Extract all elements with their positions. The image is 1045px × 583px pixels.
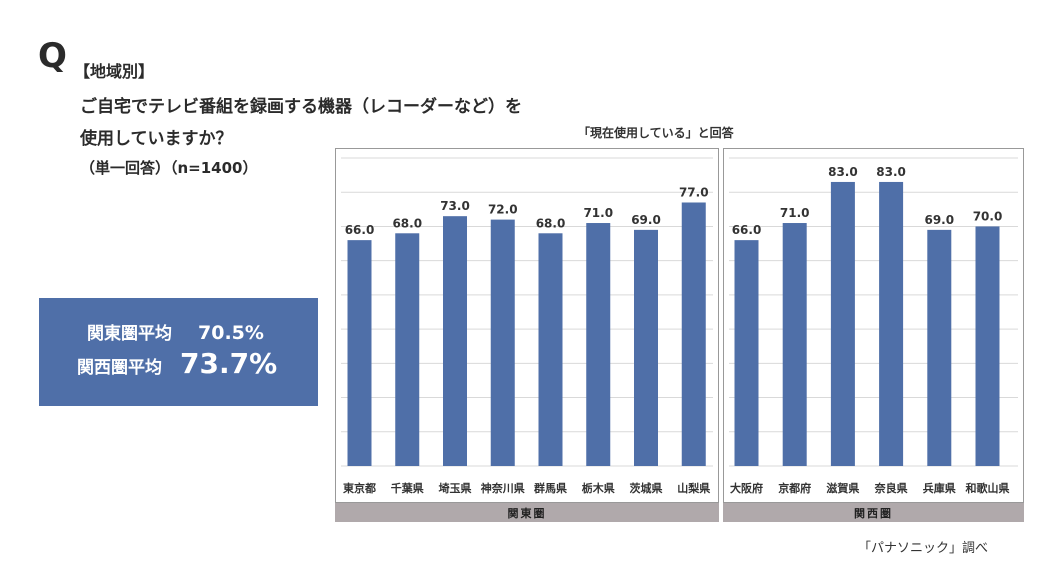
kansai-category-label: 和歌山県 [966,481,1010,495]
kanto-bar [490,219,515,466]
kansai-category-label: 京都府 [778,481,811,495]
kanto-group-band [335,503,719,522]
question-sample-note: （単一回答）（n=1400） [80,159,258,177]
kanto-group-label: 関東圏 [508,506,547,520]
kanto-category-label: 東京都 [343,481,376,495]
kansai-bar [734,240,759,466]
kanto-bar [538,233,563,466]
kanto-category-label: 埼玉県 [439,481,472,495]
kanto-category-label: 山梨県 [677,481,710,495]
kansai-value-label: 83.0 [828,165,858,179]
kanto-category-label: 茨城県 [630,481,663,495]
kansai-value-label: 69.0 [924,213,954,227]
kansai-value-label: 66.0 [732,223,762,237]
kanto-value-label: 72.0 [488,203,518,217]
kanto-category-label: 千葉県 [391,481,424,495]
kansai-bar [830,181,855,466]
kanto-average-value: 70.5% [198,322,264,344]
question-category: 【地域別】 [74,62,155,81]
kansai-bar [927,229,952,466]
kanto-value-label: 68.0 [392,216,422,230]
kansai-category-label: 大阪府 [730,481,763,495]
question-mark: Q [38,36,67,76]
kansai-category-label: 奈良県 [874,481,908,495]
kansai-bar [879,181,904,466]
source-credit: 「パナソニック」調べ [858,541,989,556]
question-text-line1: ご自宅でテレビ番組を録画する機器（レコーダーなど）を [80,97,522,117]
kansai-average-label: 関西圏平均 [77,358,162,378]
kanto-panel-frame [335,148,719,503]
chart-title: 「現在使用している」と回答 [578,126,734,140]
kanto-category-label: 栃木県 [582,481,615,495]
kansai-value-label: 71.0 [780,206,810,220]
kansai-bar [975,226,1000,466]
kanto-average-row: 関東圏平均 70.5% [39,319,318,344]
kanto-bar [443,216,467,466]
kanto-value-label: 73.0 [440,199,470,213]
kansai-category-label: 滋賀県 [826,481,859,495]
kanto-bar [586,223,611,466]
kansai-value-label: 83.0 [876,165,906,179]
kanto-bar [395,233,420,466]
kanto-value-label: 68.0 [536,216,566,230]
kansai-category-label: 兵庫県 [923,481,956,495]
kanto-average-label: 関東圏平均 [87,324,172,344]
kansai-bar [782,223,807,466]
kanto-bar [634,229,658,466]
kansai-group-band [723,503,1024,522]
kanto-value-label: 77.0 [679,185,709,199]
kanto-value-label: 69.0 [631,213,661,227]
kansai-panel-frame [723,148,1024,503]
question-text-line2: 使用していますか？ [80,129,233,149]
regional-average-box: 関東圏平均 70.5% 関西圏平均 73.7% [39,298,318,406]
kanto-value-label: 71.0 [583,206,613,220]
kansai-average-row: 関西圏平均 73.7% [39,347,318,380]
kanto-value-label: 66.0 [345,223,375,237]
kansai-average-value: 73.7% [180,347,278,380]
kanto-category-label: 群馬県 [533,481,567,495]
kanto-bar [347,240,372,466]
kansai-value-label: 70.0 [973,209,1003,223]
kanto-bar [681,202,706,466]
kanto-category-label: 神奈川県 [481,481,525,495]
kansai-group-label: 関西圏 [854,507,893,520]
